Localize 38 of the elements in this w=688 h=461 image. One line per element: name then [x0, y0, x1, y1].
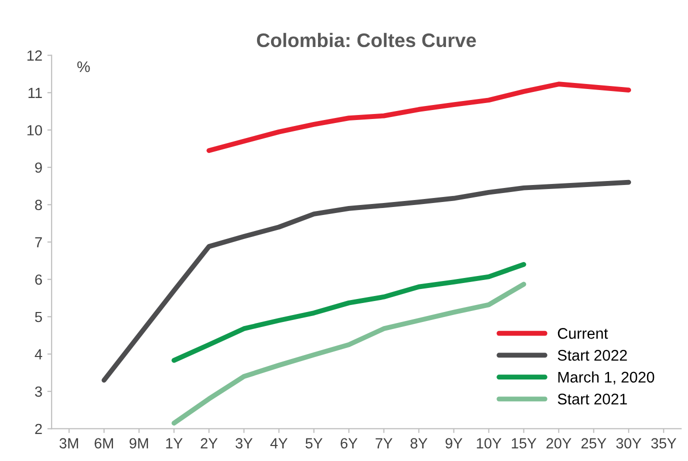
y-axis-title: % [77, 61, 90, 72]
y-tick-label: 9 [35, 162, 42, 173]
x-tick-label: 9M [130, 438, 148, 448]
x-tick-label: 10Y [476, 438, 502, 448]
legend-label: Current [558, 328, 608, 339]
x-tick-label: 3Y [236, 438, 253, 448]
y-tick-label: 7 [35, 237, 42, 248]
x-tick-label: 35Y [651, 438, 676, 448]
y-tick-label: 8 [35, 200, 42, 210]
x-tick-label: 25Y [581, 438, 606, 448]
x-tick-label: 1Y [166, 438, 183, 448]
y-tick-label: 4 [34, 349, 42, 360]
y-tick-label: 12 [27, 50, 42, 61]
x-tick-label: 20Y [546, 438, 572, 448]
x-tick-label: 4Y [270, 438, 288, 448]
y-tick-label: 11 [28, 88, 42, 98]
y-tick-label: 5 [35, 312, 42, 322]
line-series [206, 82, 632, 153]
x-tick-label: 8Y [410, 438, 428, 448]
y-tick-label: 6 [35, 274, 42, 285]
x-tick-label: 5Y [306, 438, 322, 448]
legend-label: March 1, 2020 [558, 371, 654, 384]
legend-label: Start 2022 [558, 350, 627, 361]
y-tick-label: 10 [27, 125, 42, 136]
y-tick-label: 2 [35, 424, 42, 434]
x-tick-label: 6M [94, 438, 113, 448]
line-series [172, 262, 526, 363]
x-tick-label: 9Y [446, 438, 462, 448]
x-tick-label: 2Y [200, 438, 218, 448]
x-tick-label: 30Y [616, 438, 642, 448]
y-tick-label: 3 [35, 386, 42, 397]
line-series [172, 282, 526, 426]
x-tick-label: 3M [60, 438, 78, 448]
x-tick-label: 15Y [512, 438, 536, 448]
x-tick-label: 7Y [376, 438, 392, 448]
legend-label: Start 2021 [558, 394, 627, 404]
chart-title: Colombia: Coltes Curve [256, 32, 476, 48]
x-tick-label: 6Y [340, 438, 358, 448]
